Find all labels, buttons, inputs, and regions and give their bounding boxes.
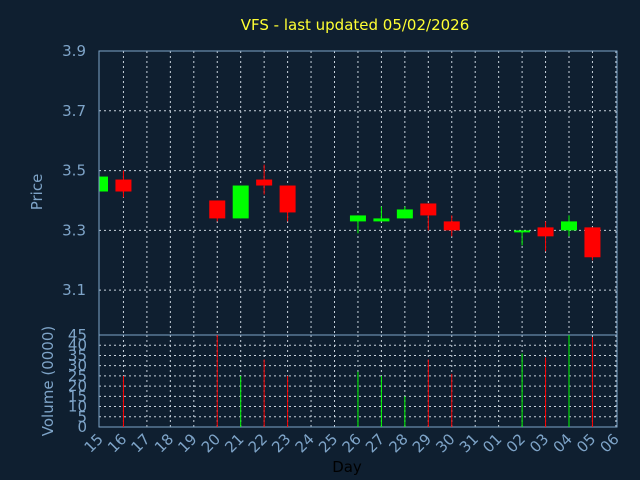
candle-body <box>373 218 390 222</box>
candle-body <box>256 179 273 186</box>
volume-tick-label: 5 <box>77 408 87 426</box>
volume-tick-label: 15 <box>68 387 87 405</box>
candle-body <box>279 185 296 213</box>
price-tick-label: 3.9 <box>62 42 86 60</box>
volume-tick-label: 40 <box>68 336 87 354</box>
volume-tick-label: 10 <box>68 398 87 416</box>
volume-tick-label: 0 <box>77 418 87 436</box>
candle-body <box>443 221 460 231</box>
candle-body <box>100 176 108 192</box>
price-tick-label: 3.7 <box>62 102 86 120</box>
candle-body <box>420 203 437 216</box>
candle-body <box>232 185 249 219</box>
volume-bars <box>122 335 593 427</box>
volume-tick-label: 30 <box>68 357 87 375</box>
candle-body <box>514 230 531 233</box>
price-axis-ticks: 3.9 3.7 3.5 3.3 3.1 <box>62 42 86 299</box>
price-tick-label: 3.5 <box>62 162 86 180</box>
chart-title: VFS - last updated 05/02/2026 <box>241 16 470 34</box>
price-gridlines <box>99 50 617 335</box>
price-tick-label: 3.1 <box>62 281 86 299</box>
volume-axis-label: Volume (0000) <box>39 326 57 436</box>
candle-body <box>396 209 413 219</box>
price-candles <box>99 164 601 261</box>
candle-body <box>561 221 577 231</box>
price-tick-label: 3.3 <box>62 221 86 239</box>
candle-body <box>209 200 226 219</box>
volume-tick-label: 45 <box>68 326 87 344</box>
candle-body <box>349 215 366 222</box>
x-axis-ticks: 1516171819202122232425262728293031010203… <box>81 430 623 456</box>
candle-body <box>584 227 601 258</box>
volume-tick-label: 25 <box>68 367 87 385</box>
volume-tick-label: 20 <box>68 377 87 395</box>
volume-tick-label: 35 <box>68 346 87 364</box>
candle-body <box>537 227 554 237</box>
candle-body <box>115 179 132 192</box>
x-axis-label: Day <box>332 458 362 476</box>
price-axis-label: Price <box>28 174 46 211</box>
